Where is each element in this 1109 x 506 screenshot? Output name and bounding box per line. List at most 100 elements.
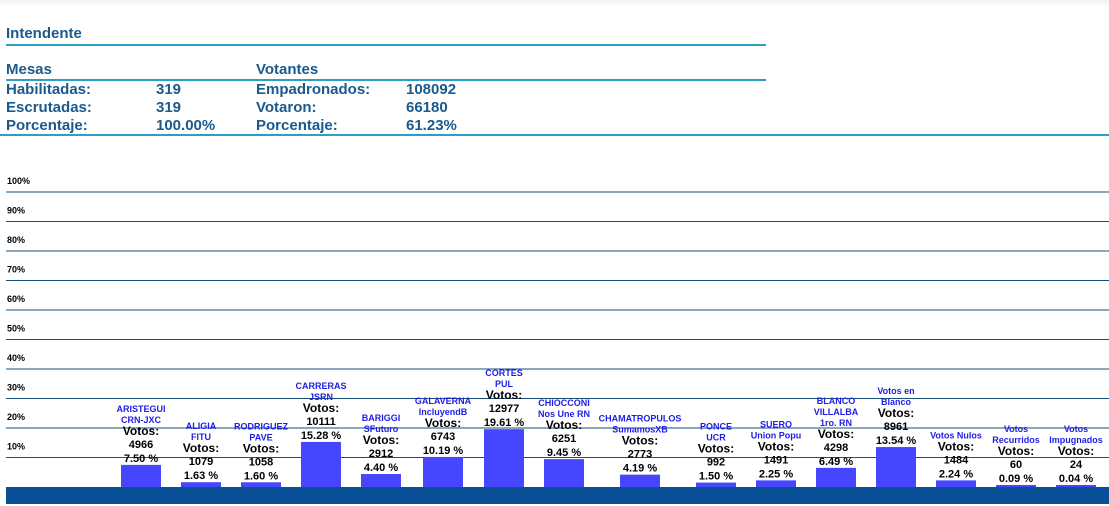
y-tick-label: 40% <box>7 353 25 363</box>
category-label: CHAMATROPULOS <box>599 414 682 424</box>
category-label: VILLALBA <box>814 407 859 417</box>
bar <box>996 485 1036 487</box>
bar <box>936 480 976 487</box>
votes-label: Votos: <box>486 388 522 402</box>
category-label: CHIOCCONI <box>538 398 590 408</box>
mesas-heading: Mesas <box>6 61 52 78</box>
bar <box>484 429 524 487</box>
votes-label: Votos: <box>243 441 279 455</box>
votantes-porcentaje-label: Porcentaje: <box>256 117 338 134</box>
x-axis-bar <box>6 487 1109 504</box>
category-label: UCR <box>706 433 726 443</box>
votes-label: Votos: <box>183 441 219 455</box>
y-tick-label: 10% <box>7 442 25 452</box>
y-tick-label: 60% <box>7 294 25 304</box>
votes-label: Votos: <box>998 444 1034 458</box>
y-tick-label: 50% <box>7 324 25 334</box>
category-label: BLANCO <box>817 396 856 406</box>
category-label: CORTES <box>485 368 523 378</box>
votes-value: 6251 <box>552 433 576 445</box>
mesas-escrutadas-label: Escrutadas: <box>6 99 92 116</box>
votes-label: Votos: <box>425 416 461 430</box>
votantes-empadronados-value: 108092 <box>406 81 457 98</box>
category-label: Votos <box>1064 424 1088 434</box>
category-label: RODRIGUEZ <box>234 421 289 431</box>
category-label: Blanco <box>881 397 912 407</box>
bar <box>301 441 341 487</box>
y-tick-label: 100% <box>7 176 30 186</box>
summary-divider <box>0 134 1109 136</box>
category-label: ALIGIA <box>186 421 217 431</box>
votes-value: 10111 <box>306 416 335 428</box>
category-label: 1ro. RN <box>820 418 852 428</box>
votes-value: 4966 <box>129 439 153 451</box>
category-label: BARIGGI <box>362 413 401 423</box>
percent-label: 2.25 % <box>759 468 793 480</box>
bar <box>876 447 916 487</box>
bar <box>181 482 221 487</box>
bar <box>816 467 856 487</box>
votantes-heading: Votantes <box>256 61 319 78</box>
category-label: IncluyendB <box>419 407 468 417</box>
category-label: PONCE <box>700 422 732 432</box>
votes-value: 8961 <box>884 421 908 433</box>
percent-label: 13.54 % <box>876 435 917 447</box>
votes-value: 1491 <box>764 454 788 466</box>
votes-value: 1079 <box>189 456 213 468</box>
votes-label: Votos: <box>698 442 734 456</box>
bar <box>361 474 401 487</box>
percent-label: 4.19 % <box>623 463 657 475</box>
y-tick-label: 20% <box>7 412 25 422</box>
category-label: SumamosXB <box>612 425 668 435</box>
percent-label: 0.04 % <box>1059 473 1093 485</box>
percent-label: 6.49 % <box>819 456 853 468</box>
category-label: SFuturo <box>364 424 399 434</box>
y-tick-label: 80% <box>7 235 25 245</box>
category-label: ARISTEGUI <box>116 404 165 414</box>
votes-value: 60 <box>1010 459 1022 471</box>
bar <box>121 464 161 487</box>
votantes-votaron-label: Votaron: <box>256 99 317 116</box>
category-label: FITU <box>191 432 211 442</box>
category-label: Impugnados <box>1049 435 1103 445</box>
bar <box>423 456 463 487</box>
bar <box>756 480 796 487</box>
votes-label: Votos: <box>303 401 339 415</box>
mesas-escrutadas-value: 319 <box>156 99 182 116</box>
percent-label: 1.60 % <box>244 470 278 482</box>
votes-label: Votos: <box>758 439 794 453</box>
y-tick-label: 70% <box>7 265 25 275</box>
category-label: CARRERAS <box>295 381 346 391</box>
votes-value: 2912 <box>369 448 393 460</box>
bar <box>1056 485 1096 487</box>
percent-label: 9.45 % <box>547 447 581 459</box>
votes-value: 12977 <box>489 403 520 415</box>
votes-value: 992 <box>707 457 725 469</box>
percent-label: 4.40 % <box>364 462 398 474</box>
votes-value: 6743 <box>431 431 455 443</box>
votes-label: Votos: <box>1058 444 1094 458</box>
votes-label: Votos: <box>123 424 159 438</box>
category-label: GALAVERNA <box>415 396 472 406</box>
category-label: PAVE <box>249 432 272 442</box>
page-title: Intendente <box>6 25 82 42</box>
votes-value: 4298 <box>824 442 848 454</box>
mesas-habilitadas-label: Habilitadas: <box>6 81 92 98</box>
votes-value: 1484 <box>944 454 969 466</box>
votantes-porcentaje-value: 61.23% <box>406 117 457 134</box>
category-label: CRN-JXC <box>121 415 162 425</box>
bar <box>241 482 281 487</box>
category-label: Nos Une RN <box>538 409 590 419</box>
category-label: SUERO <box>760 419 792 429</box>
y-tick-label: 90% <box>7 206 25 216</box>
votes-value: 2773 <box>628 449 652 461</box>
category-label: Union Popu <box>751 430 802 440</box>
votes-value: 1058 <box>249 456 273 468</box>
category-label: PUL <box>495 379 514 389</box>
percent-label: 1.63 % <box>184 470 218 482</box>
title-divider <box>6 44 766 46</box>
percent-label: 7.50 % <box>124 453 158 465</box>
votes-label: Votos: <box>878 406 914 420</box>
votes-label: Votos: <box>818 427 854 441</box>
votantes-votaron-value: 66180 <box>406 99 448 116</box>
